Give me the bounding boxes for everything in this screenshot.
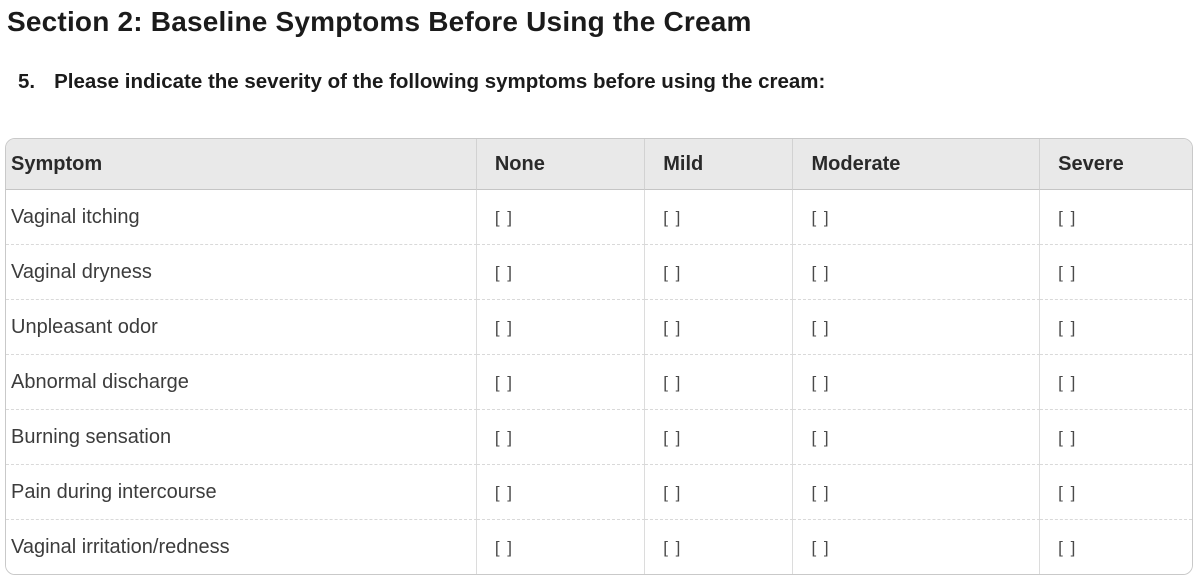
checkbox-mild[interactable]: [ ]	[663, 317, 682, 337]
checkbox-none[interactable]: [ ]	[494, 262, 514, 282]
checkbox-cell: [ ]	[1040, 519, 1192, 574]
checkbox-moderate[interactable]: [ ]	[811, 537, 831, 557]
checkbox-moderate[interactable]: [ ]	[811, 262, 831, 282]
symptom-cell: Vaginal irritation/redness	[6, 519, 477, 574]
checkbox-cell: [ ]	[793, 190, 1041, 244]
symptom-cell: Burning sensation	[6, 409, 477, 464]
checkbox-severe[interactable]: [ ]	[1058, 372, 1077, 392]
checkbox-mild[interactable]: [ ]	[663, 262, 682, 282]
checkbox-cell: [ ]	[793, 354, 1041, 409]
column-header-moderate: Moderate	[793, 139, 1041, 190]
column-header-none: None	[476, 139, 646, 190]
symptom-cell: Vaginal itching	[6, 190, 477, 244]
column-header-mild: Mild	[645, 139, 794, 190]
checkbox-cell: [ ]	[645, 464, 794, 519]
checkbox-none[interactable]: [ ]	[494, 317, 514, 337]
checkbox-severe[interactable]: [ ]	[1058, 207, 1077, 227]
symptom-severity-table-container: Symptom None Mild Moderate Severe Vagina…	[5, 138, 1193, 575]
checkbox-cell: [ ]	[476, 190, 646, 244]
column-header-severe: Severe	[1040, 139, 1192, 190]
symptom-cell: Vaginal dryness	[6, 244, 477, 299]
checkbox-none[interactable]: [ ]	[494, 482, 514, 502]
checkbox-cell: [ ]	[476, 354, 646, 409]
checkbox-moderate[interactable]: [ ]	[811, 482, 831, 502]
checkbox-mild[interactable]: [ ]	[663, 537, 682, 557]
table-row: Vaginal irritation/redness [ ] [ ] [ ] […	[6, 519, 1192, 574]
table-row: Vaginal itching [ ] [ ] [ ] [ ]	[6, 190, 1192, 244]
question-number: 5.	[18, 70, 36, 93]
checkbox-none[interactable]: [ ]	[494, 427, 514, 447]
symptom-label: Abnormal discharge	[11, 370, 189, 393]
checkbox-mild[interactable]: [ ]	[663, 427, 682, 447]
symptom-label: Vaginal itching	[11, 205, 140, 228]
checkbox-moderate[interactable]: [ ]	[811, 317, 831, 337]
checkbox-severe[interactable]: [ ]	[1058, 317, 1077, 337]
checkbox-none[interactable]: [ ]	[494, 372, 514, 392]
checkbox-mild[interactable]: [ ]	[663, 207, 682, 227]
checkbox-cell: [ ]	[645, 409, 794, 464]
checkbox-cell: [ ]	[793, 409, 1041, 464]
checkbox-cell: [ ]	[645, 354, 794, 409]
table-row: Abnormal discharge [ ] [ ] [ ] [ ]	[6, 354, 1192, 409]
checkbox-cell: [ ]	[1040, 354, 1192, 409]
checkbox-moderate[interactable]: [ ]	[811, 427, 831, 447]
checkbox-cell: [ ]	[1040, 464, 1192, 519]
checkbox-severe[interactable]: [ ]	[1058, 427, 1077, 447]
checkbox-cell: [ ]	[476, 409, 646, 464]
checkbox-cell: [ ]	[476, 244, 646, 299]
checkbox-cell: [ ]	[1040, 244, 1192, 299]
question-5: 5. Please indicate the severity of the f…	[18, 68, 1200, 96]
checkbox-severe[interactable]: [ ]	[1058, 482, 1077, 502]
table-row: Pain during intercourse [ ] [ ] [ ] [ ]	[6, 464, 1192, 519]
checkbox-cell: [ ]	[1040, 299, 1192, 354]
checkbox-severe[interactable]: [ ]	[1058, 262, 1077, 282]
checkbox-cell: [ ]	[645, 190, 794, 244]
checkbox-cell: [ ]	[645, 244, 794, 299]
checkbox-cell: [ ]	[1040, 190, 1192, 244]
table-row: Unpleasant odor [ ] [ ] [ ] [ ]	[6, 299, 1192, 354]
table-row: Vaginal dryness [ ] [ ] [ ] [ ]	[6, 244, 1192, 299]
symptom-cell: Unpleasant odor	[6, 299, 477, 354]
symptom-cell: Pain during intercourse	[6, 464, 477, 519]
checkbox-cell: [ ]	[793, 519, 1041, 574]
checkbox-cell: [ ]	[793, 299, 1041, 354]
symptom-label: Vaginal irritation/redness	[11, 535, 230, 558]
checkbox-cell: [ ]	[793, 244, 1041, 299]
header-row: Symptom None Mild Moderate Severe	[6, 139, 1192, 190]
symptom-label: Pain during intercourse	[11, 480, 217, 503]
checkbox-moderate[interactable]: [ ]	[811, 207, 831, 227]
symptom-cell: Abnormal discharge	[6, 354, 477, 409]
checkbox-mild[interactable]: [ ]	[663, 482, 682, 502]
checkbox-cell: [ ]	[645, 299, 794, 354]
checkbox-mild[interactable]: [ ]	[663, 372, 682, 392]
symptom-label: Unpleasant odor	[11, 315, 158, 338]
symptom-label: Vaginal dryness	[11, 260, 152, 283]
checkbox-none[interactable]: [ ]	[494, 537, 514, 557]
checkbox-moderate[interactable]: [ ]	[811, 372, 831, 392]
checkbox-cell: [ ]	[476, 299, 646, 354]
section-title: Section 2: Baseline Symptoms Before Usin…	[7, 6, 752, 37]
question-text: Please indicate the severity of the foll…	[54, 70, 826, 93]
checkbox-cell: [ ]	[476, 464, 646, 519]
symptom-severity-table: Symptom None Mild Moderate Severe Vagina…	[6, 139, 1192, 574]
table-row: Burning sensation [ ] [ ] [ ] [ ]	[6, 409, 1192, 464]
checkbox-cell: [ ]	[793, 464, 1041, 519]
checkbox-cell: [ ]	[1040, 409, 1192, 464]
checkbox-none[interactable]: [ ]	[494, 207, 514, 227]
checkbox-severe[interactable]: [ ]	[1058, 537, 1077, 557]
symptom-label: Burning sensation	[11, 425, 172, 448]
checkbox-cell: [ ]	[645, 519, 794, 574]
checkbox-cell: [ ]	[476, 519, 646, 574]
column-header-symptom: Symptom	[6, 139, 477, 190]
